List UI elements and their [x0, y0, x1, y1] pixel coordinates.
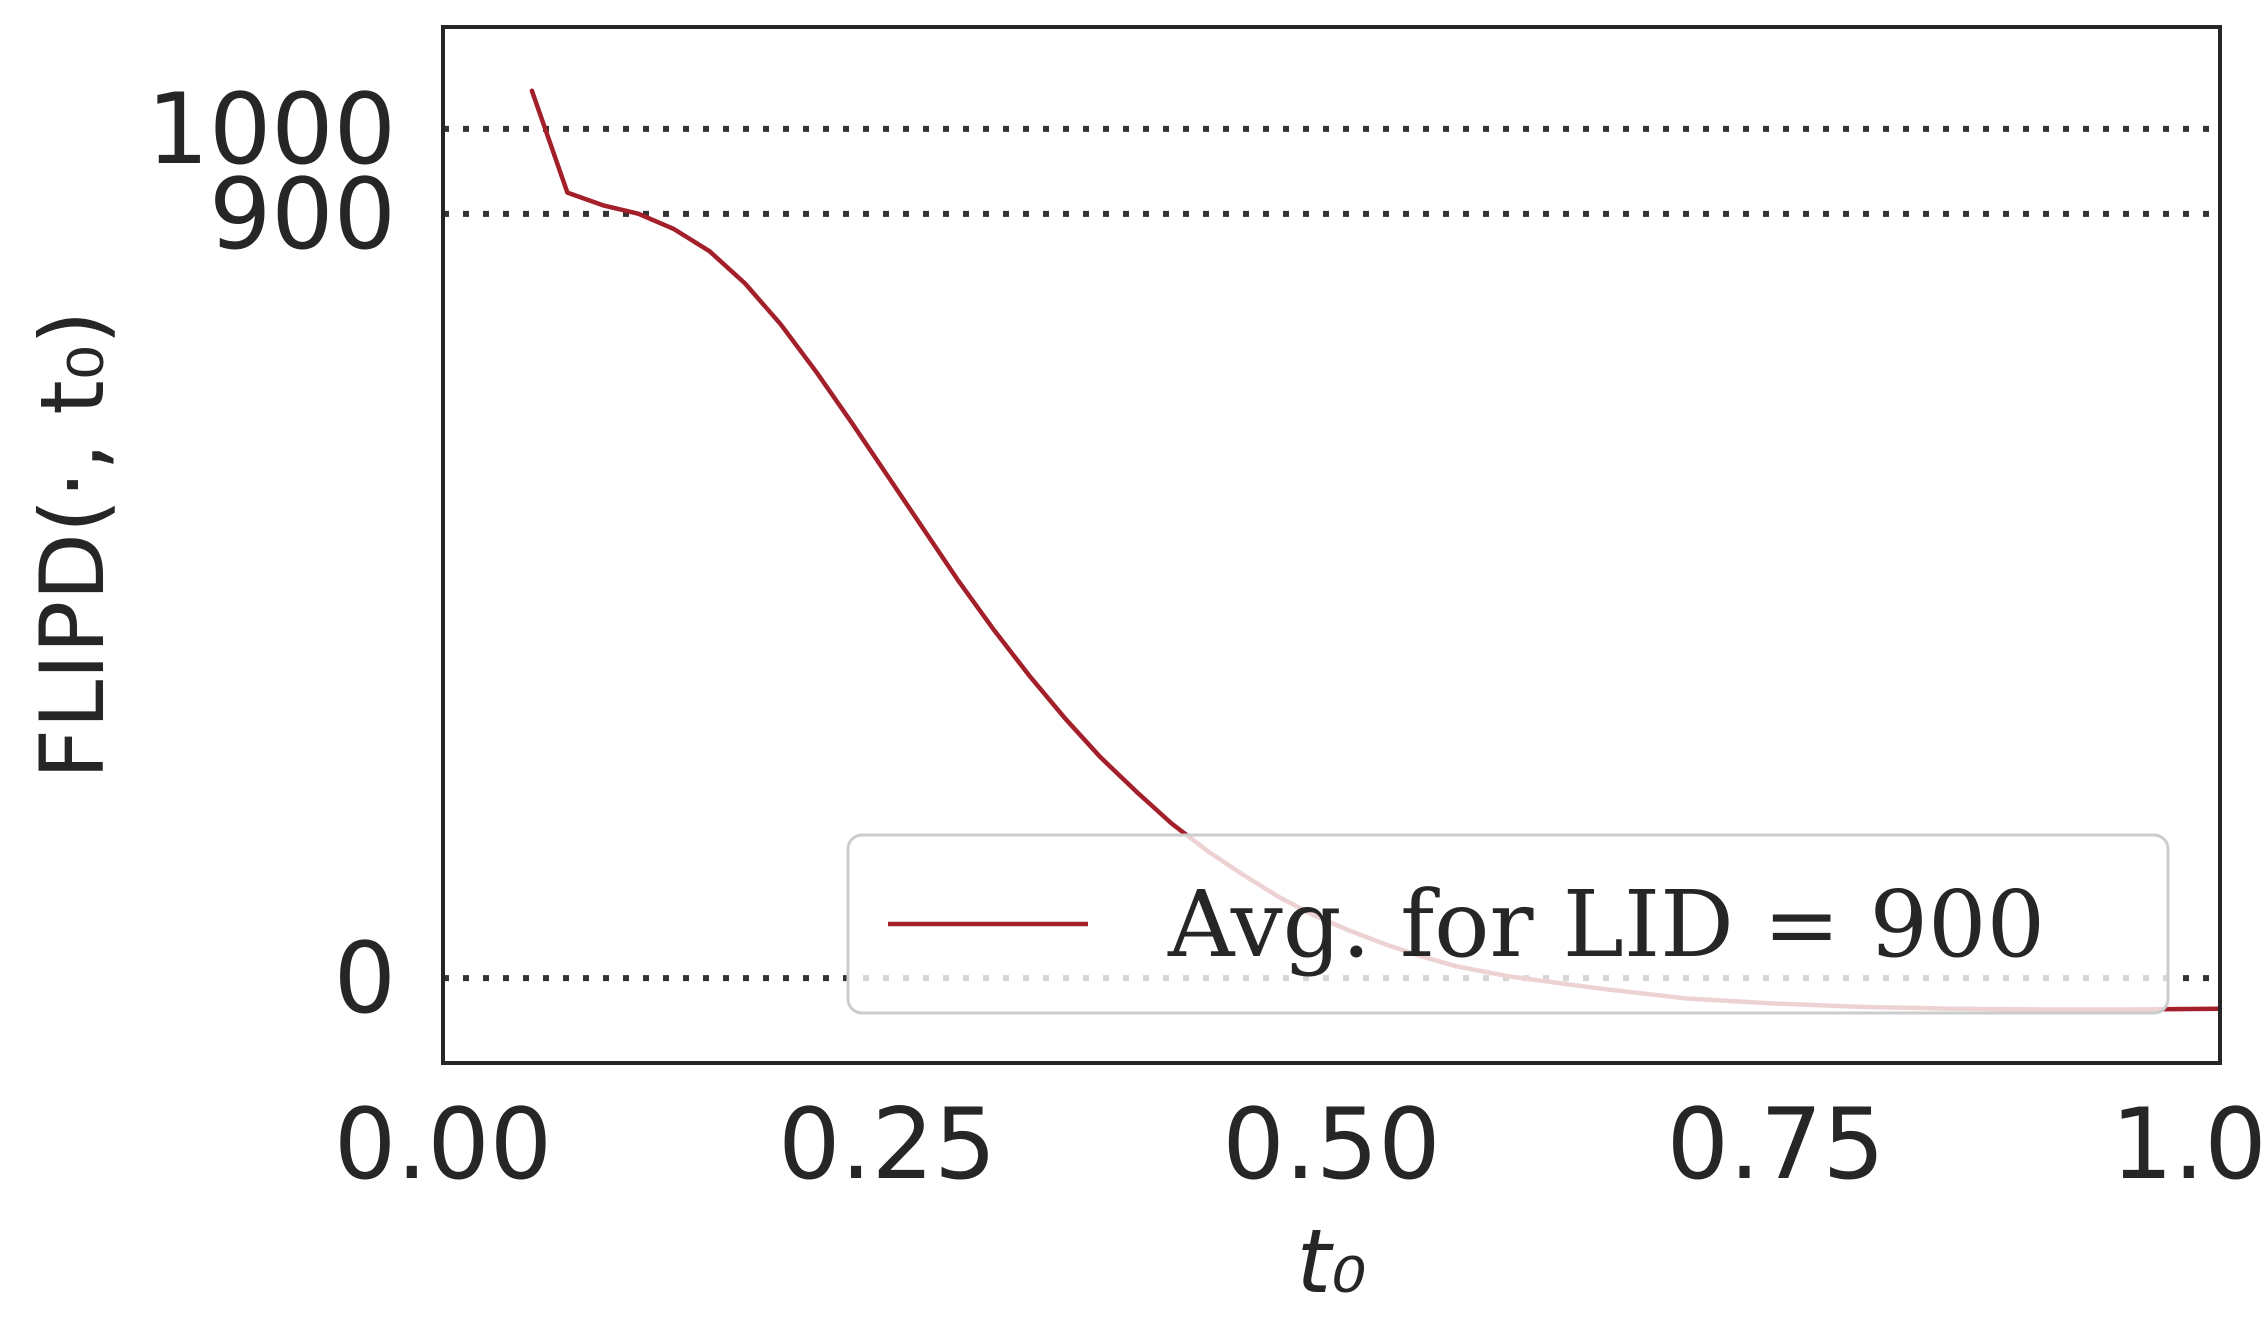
x-tick-label: 0.50	[1222, 1088, 1440, 1202]
y-tick-label: 1000	[147, 73, 396, 187]
legend-label-0: Avg. for LID = 900	[1167, 871, 2045, 978]
legend: Avg. for LID = 900	[846, 833, 2170, 1015]
legend-box	[846, 833, 2170, 1015]
x-tick-label: 1.00	[2111, 1088, 2265, 1202]
x-tick-label: 0.25	[778, 1088, 996, 1202]
y-tick-label: 900	[209, 158, 396, 272]
x-axis-label: t₀	[1297, 1210, 1367, 1313]
x-tick-label: 0.75	[1667, 1088, 1885, 1202]
x-tick-label: 0.00	[334, 1088, 552, 1202]
y-tick-label: 0	[334, 922, 396, 1036]
plot-frame	[441, 25, 2222, 1065]
y-axis-label: FLIPD(·, t₀)	[21, 311, 124, 780]
x-tick-labels: 0.00 0.25 0.50 0.75 1.00	[334, 1088, 2265, 1202]
